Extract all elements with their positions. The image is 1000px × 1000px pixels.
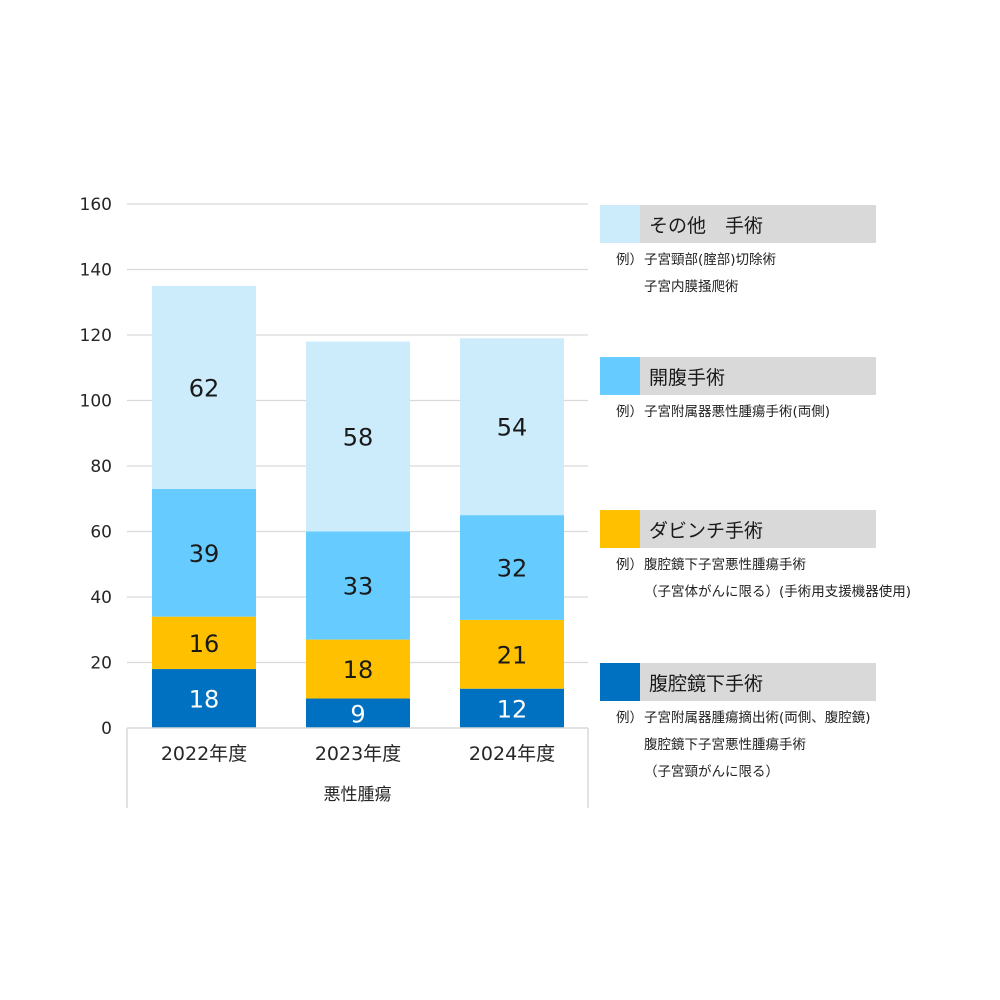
example-text: 子宮附属器腫瘍摘出術(両側、腹腔鏡) [644,710,871,726]
data-label: 21 [497,641,528,669]
example-text: 子宮内膜掻爬術 [644,279,739,295]
example-text: 子宮頸部(腟部)切除術 [644,252,777,268]
legend-item-laparoscopic-surgery: 腹腔鏡下手術 例） 子宮附属器腫瘍摘出術(両側、腹腔鏡) 腹腔鏡下子宮悪性腫瘍手… [600,663,940,786]
bar-segment [460,619,564,689]
legend-examples: 例） 腹腔鏡下子宮悪性腫瘍手術 （子宮体がんに限る）(手術用支援機器使用) [600,552,940,606]
x-group-label: 悪性腫瘍 [324,785,392,805]
bar-segment [306,341,410,532]
legend-header: その他 手術 [600,205,876,243]
y-tick-label: 40 [90,588,112,608]
example-prefix [600,732,644,759]
legend-examples: 例） 子宮附属器悪性腫瘍手術(両側) [600,399,940,426]
example-text: （子宮体がんに限る）(手術用支援機器使用) [644,584,912,600]
example-prefix [600,274,644,301]
bar-segment [152,616,256,670]
legend-examples: 例） 子宮附属器腫瘍摘出術(両側、腹腔鏡) 腹腔鏡下子宮悪性腫瘍手術 （子宮頸が… [600,705,940,786]
bar-segment [152,285,256,489]
legend-swatch [600,357,640,395]
legend-header: 腹腔鏡下手術 [600,663,876,701]
example-prefix [600,759,644,786]
y-tick-label: 60 [90,523,112,543]
legend-example-line: 腹腔鏡下子宮悪性腫瘍手術 [600,732,940,759]
legend-swatch [600,205,640,243]
legend-header: ダビンチ手術 [600,510,876,548]
y-tick-label: 140 [80,261,112,281]
legend-header: 開腹手術 [600,357,876,395]
bar-segment [306,639,410,699]
legend-swatch [600,663,640,701]
legend-item-open-surgery: 開腹手術 例） 子宮附属器悪性腫瘍手術(両側) [600,357,940,426]
legend-example-line: （子宮頸がんに限る） [600,759,940,786]
data-label: 58 [343,424,374,452]
data-label: 54 [497,414,528,442]
x-tick-label: 2023年度 [315,743,401,765]
y-tick-label: 160 [80,195,112,215]
legend-swatch [600,510,640,548]
data-label: 9 [350,700,365,728]
data-label: 16 [189,630,220,658]
data-label: 18 [189,686,220,714]
data-label: 18 [343,656,374,684]
legend-example-line: （子宮体がんに限る）(手術用支援機器使用) [600,579,940,606]
bar-segment [306,531,410,640]
y-tick-label: 120 [80,326,112,346]
y-axis-ticks: 0 20 40 60 80 100 120 140 160 [80,195,112,739]
legend-example-line: 例） 子宮附属器腫瘍摘出術(両側、腹腔鏡) [600,705,940,732]
example-prefix: 例） [616,557,643,573]
legend-examples: 例） 子宮頸部(腟部)切除術 子宮内膜掻爬術 [600,247,940,301]
legend-item-other-surgery: その他 手術 例） 子宮頸部(腟部)切除術 子宮内膜掻爬術 [600,205,940,301]
legend-label: その他 手術 [649,214,764,237]
x-tick-label: 2022年度 [161,743,247,765]
legend-label: ダビンチ手術 [649,519,764,542]
y-tick-label: 0 [101,719,112,739]
legend-item-davinci-surgery: ダビンチ手術 例） 腹腔鏡下子宮悪性腫瘍手術 （子宮体がんに限る）(手術用支援機… [600,510,940,606]
legend-example-line: 例） 腹腔鏡下子宮悪性腫瘍手術 [600,552,940,579]
bar-segment [152,488,256,617]
data-labels: 18 16 39 62 9 18 33 58 12 21 32 54 [189,374,528,728]
y-tick-label: 80 [90,457,112,477]
legend-label: 腹腔鏡下手術 [649,672,764,695]
example-text: 腹腔鏡下子宮悪性腫瘍手術 [644,557,806,573]
legend-example-line: 子宮内膜掻爬術 [600,274,940,301]
data-label: 39 [189,540,220,568]
bar-segment [460,515,564,620]
x-tick-label: 2024年度 [469,743,555,765]
bars [152,285,564,728]
example-prefix: 例） [616,252,643,268]
bar-segment [460,688,564,728]
bar-segment [152,669,256,728]
data-label: 32 [497,555,528,583]
data-label: 33 [343,573,374,601]
example-prefix: 例） [616,404,643,420]
data-label: 12 [497,695,528,723]
legend-example-line: 例） 子宮附属器悪性腫瘍手術(両側) [600,399,940,426]
example-text: 子宮附属器悪性腫瘍手術(両側) [644,404,831,420]
example-text: 腹腔鏡下子宮悪性腫瘍手術 [644,737,806,753]
example-prefix: 例） [616,710,643,726]
legend-label: 開腹手術 [649,366,726,389]
y-tick-label: 20 [90,654,112,674]
y-tick-label: 100 [80,392,112,412]
example-text: （子宮頸がんに限る） [644,764,779,780]
data-label: 62 [189,374,220,402]
bar-segment [460,338,564,516]
legend-example-line: 例） 子宮頸部(腟部)切除術 [600,247,940,274]
bar-segment [306,698,410,728]
example-prefix [600,579,644,606]
